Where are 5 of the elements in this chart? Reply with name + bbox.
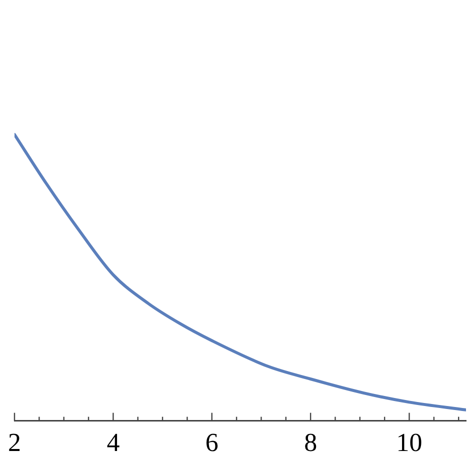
x-tick-label: 4 — [106, 428, 120, 458]
x-tick-label: 2 — [8, 428, 21, 458]
x-tick-label: 10 — [396, 428, 422, 458]
x-tick-label: 6 — [205, 428, 218, 458]
x-tick-label: 8 — [304, 428, 318, 458]
